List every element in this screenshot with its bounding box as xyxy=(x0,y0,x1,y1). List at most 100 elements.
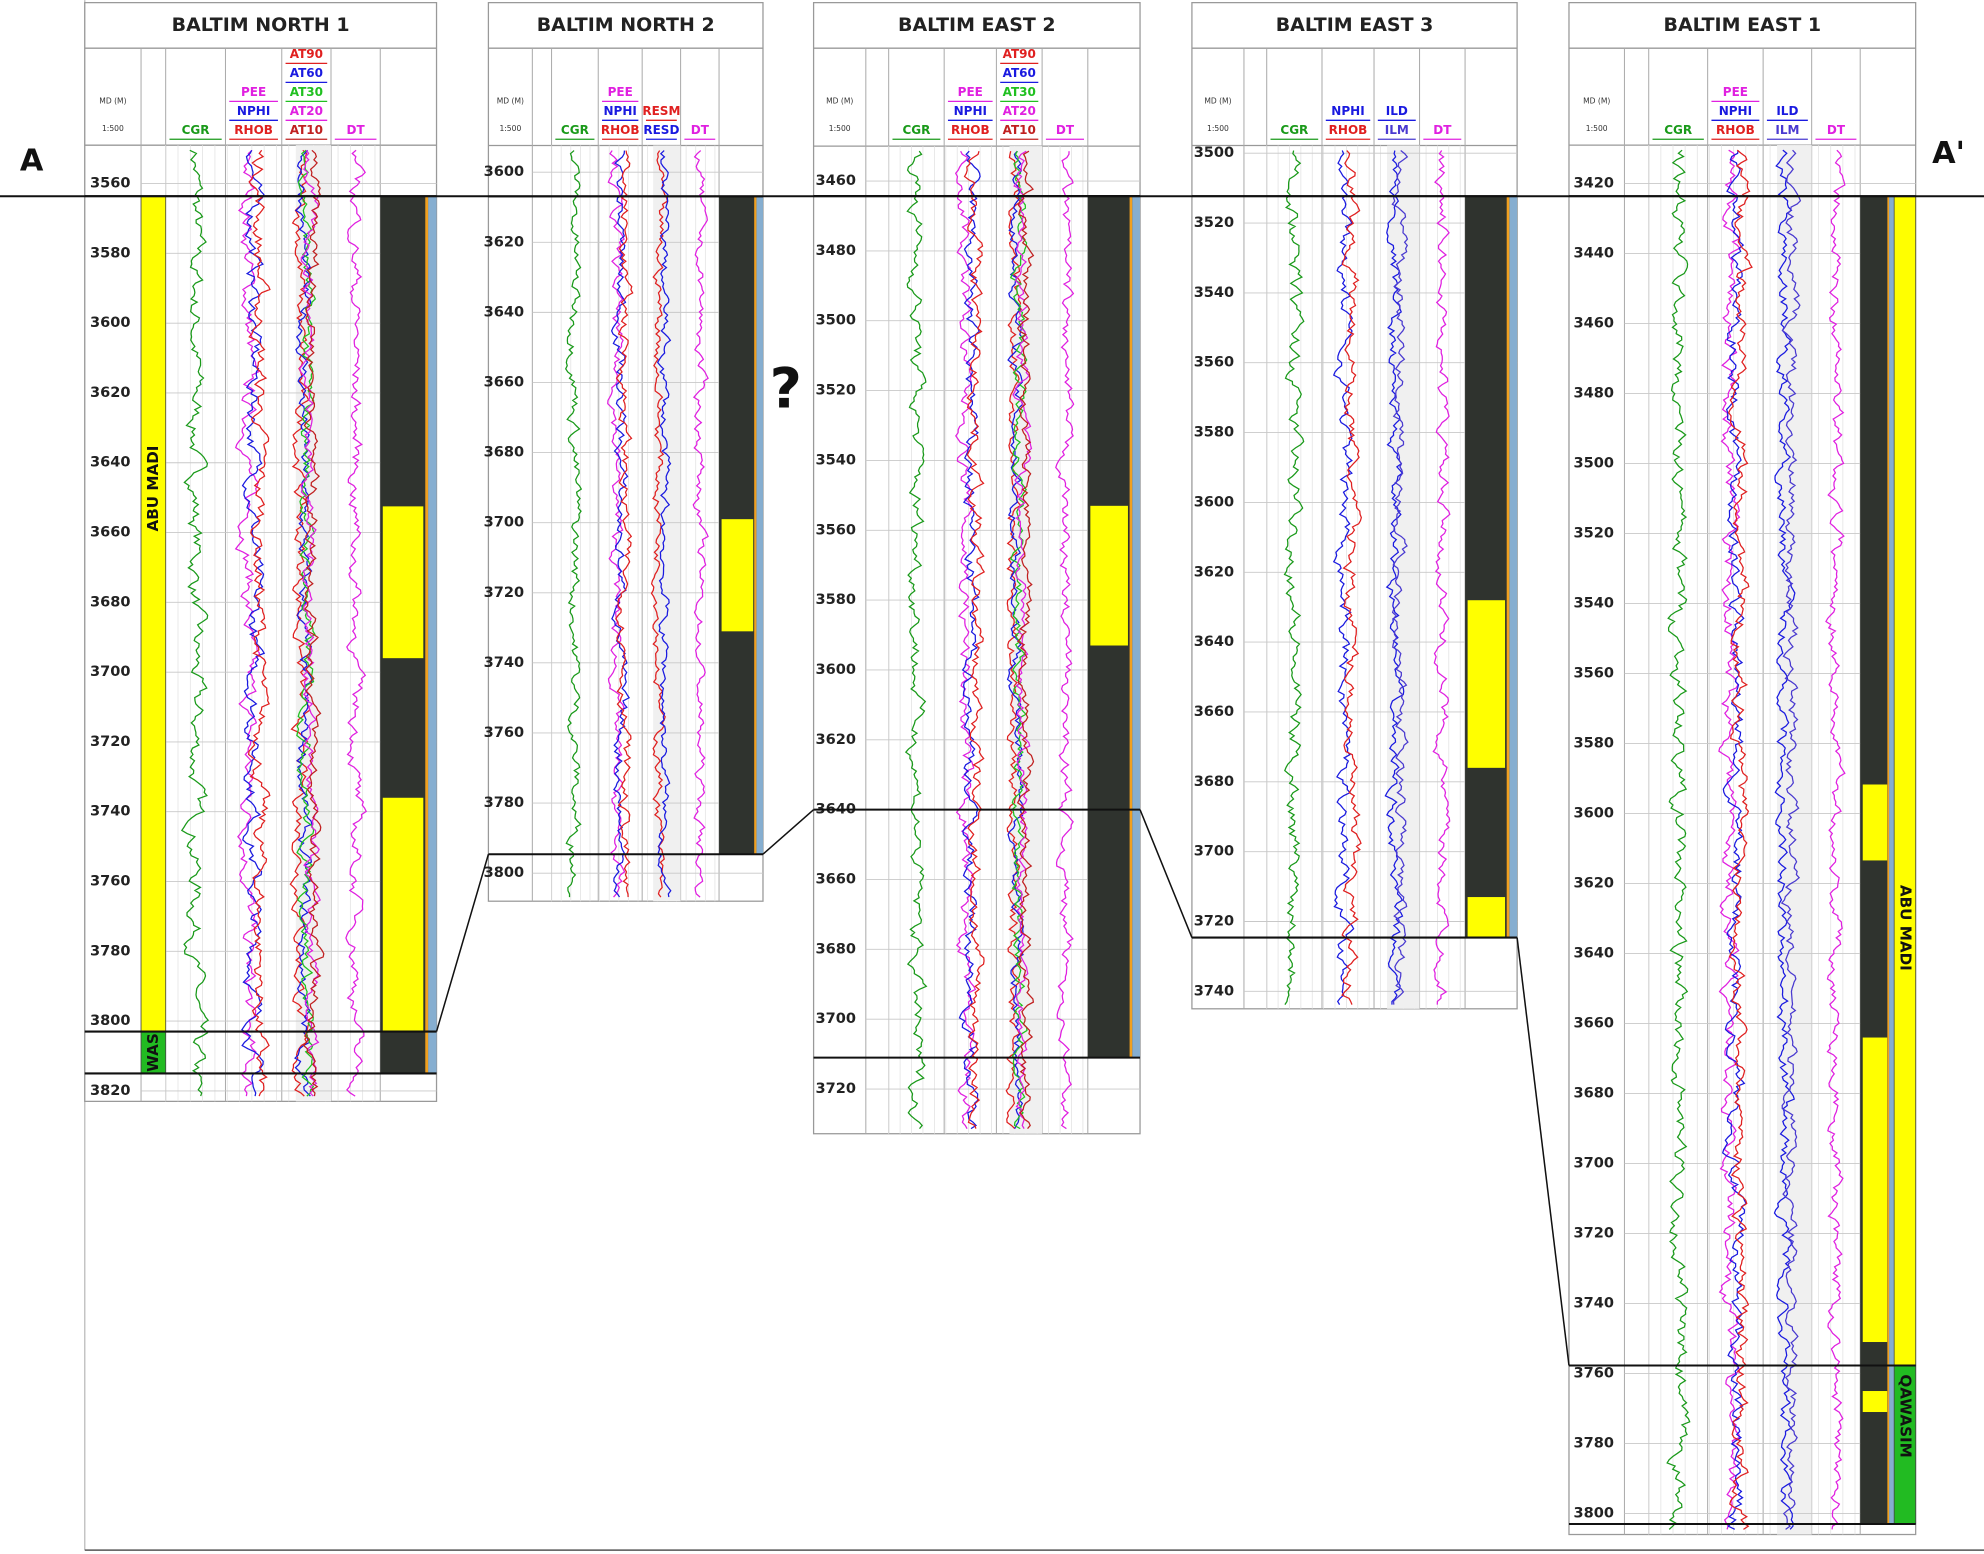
depth-tick-label: 3660 xyxy=(484,373,524,390)
depth-tick-label: 3500 xyxy=(816,312,856,329)
log-curve xyxy=(1721,150,1747,1530)
depth-tick-label: 3780 xyxy=(90,942,130,959)
resistivity-shade xyxy=(1776,145,1812,1535)
depth-tick-label: 3620 xyxy=(484,233,524,250)
log-curve xyxy=(1384,150,1405,1005)
depth-tick-label: 3620 xyxy=(816,731,856,748)
curve-name: RHOB xyxy=(951,123,990,137)
curve-name: RHOB xyxy=(234,123,273,137)
log-curve xyxy=(1055,151,1075,1130)
depth-unit: MD (M) xyxy=(497,96,524,105)
sand-interval xyxy=(1862,784,1888,861)
depth-tick-label: 3460 xyxy=(1574,315,1615,332)
depth-tick-label: 3740 xyxy=(1574,1295,1615,1312)
log-curve xyxy=(298,149,321,1097)
log-curve xyxy=(1718,149,1741,1530)
depth-tick-label: 3660 xyxy=(90,524,130,541)
curve-name: DT xyxy=(1056,123,1075,137)
depth-tick-label: 3760 xyxy=(90,873,130,890)
log-curve xyxy=(1016,150,1035,1130)
lithology-calcite xyxy=(425,196,429,1074)
curve-name: AT30 xyxy=(290,85,323,99)
section-start-label: A xyxy=(20,144,44,179)
curve-name: CGR xyxy=(1280,123,1309,137)
well: BALTIM NORTH 2 MD (M) 1:500 3600 3620 3640 366… xyxy=(484,2,764,902)
curve-name: DT xyxy=(347,123,366,137)
depth-tick-label: 3480 xyxy=(1574,385,1615,402)
sand-interval xyxy=(1862,1037,1888,1343)
depth-tick-label: 3540 xyxy=(816,451,856,468)
curve-name: RHOB xyxy=(1716,123,1755,137)
depth-tick-label: 3640 xyxy=(90,454,130,471)
depth-tick-label: 3580 xyxy=(1574,735,1615,752)
uncertainty-mark: ? xyxy=(770,356,802,421)
depth-tick-label: 3800 xyxy=(90,1012,130,1029)
curve-name: AT90 xyxy=(290,47,323,61)
log-curve xyxy=(180,149,210,1097)
curve-name: NPHI xyxy=(1331,104,1364,118)
formation-name: QAWASIM xyxy=(1896,1374,1914,1457)
depth-tick-label: 3620 xyxy=(1194,563,1235,580)
depth-tick-label: 3540 xyxy=(1574,595,1615,612)
log-curve xyxy=(954,150,977,1129)
depth-tick-label: 3640 xyxy=(1194,633,1235,650)
depth-unit: MD (M) xyxy=(1204,96,1231,105)
curve-name: RESM xyxy=(642,104,680,118)
log-curve xyxy=(904,150,928,1130)
curve-name: RESD xyxy=(643,123,679,137)
depth-tick-label: 3620 xyxy=(1574,875,1615,892)
curve-name: DT xyxy=(691,123,710,137)
well-name: BALTIM EAST 3 xyxy=(1276,14,1434,36)
depth-tick-label: 3620 xyxy=(90,384,130,401)
depth-tick-label: 3500 xyxy=(1574,455,1615,472)
resistivity-shade xyxy=(1387,145,1420,1009)
depth-scale: 1:500 xyxy=(1207,124,1229,133)
formation-name: WAS xyxy=(144,1033,162,1072)
log-curve xyxy=(302,149,325,1097)
sand-interval xyxy=(721,519,754,632)
lithology-water xyxy=(756,196,763,855)
curve-name: PEE xyxy=(1723,85,1748,99)
depth-tick-label: 3560 xyxy=(1194,354,1235,371)
section-end-label: A' xyxy=(1932,136,1965,171)
log-curve xyxy=(1283,150,1305,1005)
depth-tick-label: 3740 xyxy=(1194,982,1235,999)
curve-name: AT60 xyxy=(290,66,323,80)
curve-name: AT10 xyxy=(1003,123,1036,137)
depth-tick-label: 3800 xyxy=(1574,1505,1615,1522)
well: BALTIM EAST 2 MD (M) 1:500 3460 3480 3500 3520… xyxy=(812,2,1141,1135)
well-name: BALTIM NORTH 1 xyxy=(172,14,350,36)
well: BALTIM NORTH 1 MD (M) 1:500 3560 3580 3600 362… xyxy=(84,2,438,1102)
log-curve xyxy=(289,149,311,1097)
log-curve xyxy=(1005,151,1023,1130)
curve-name: ILD xyxy=(1386,104,1408,118)
log-curve xyxy=(958,150,981,1130)
depth-tick-label: 3520 xyxy=(816,382,856,399)
lithology-water xyxy=(1509,196,1518,938)
depth-tick-label: 3480 xyxy=(816,242,856,259)
depth-tick-label: 3600 xyxy=(1194,493,1235,510)
depth-tick-label: 3720 xyxy=(484,584,524,601)
curve-name: DT xyxy=(1433,123,1452,137)
resistivity-shade xyxy=(1009,146,1043,1134)
correlation-line xyxy=(1516,937,1570,1366)
depth-tick-label: 3560 xyxy=(816,521,856,538)
sand-interval xyxy=(382,506,424,659)
curve-name: PEE xyxy=(958,85,983,99)
curve-name: NPHI xyxy=(1719,104,1752,118)
depth-tick-label: 3720 xyxy=(1574,1225,1615,1242)
depth-tick-label: 3700 xyxy=(1574,1155,1615,1172)
sand-interval xyxy=(1467,897,1506,938)
depth-tick-label: 3680 xyxy=(90,593,130,610)
log-curve xyxy=(1391,150,1409,1005)
depth-tick-label: 3580 xyxy=(1194,424,1235,441)
well: BALTIM EAST 1 MD (M) 1:500 3420 3440 3460 3480… xyxy=(1568,2,1917,1536)
depth-tick-label: 3460 xyxy=(816,172,856,189)
log-curve xyxy=(234,149,261,1097)
sand-interval xyxy=(1862,1391,1888,1413)
curve-name: PEE xyxy=(241,85,266,99)
correlation-line xyxy=(435,854,490,1032)
log-curve xyxy=(1006,150,1025,1129)
depth-tick-label: 3580 xyxy=(816,591,856,608)
